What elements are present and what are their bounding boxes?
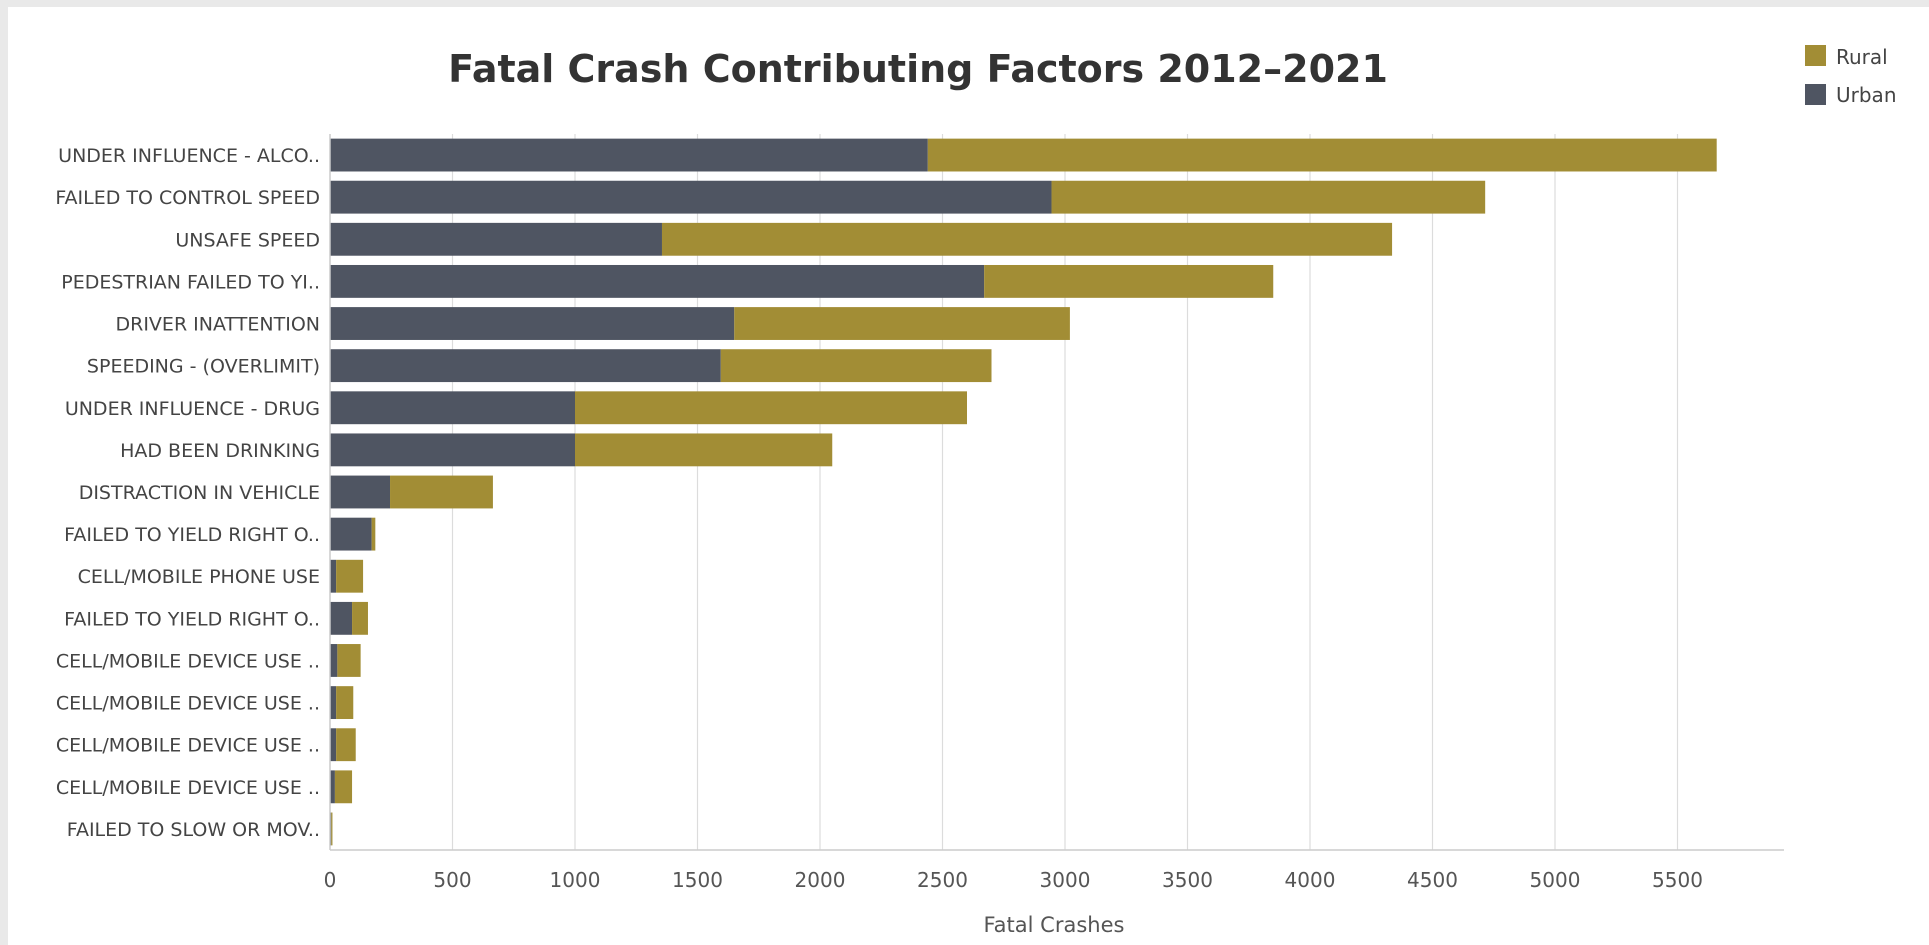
bar-rural[interactable] [336,559,364,593]
bar-rural[interactable] [575,433,833,467]
x-tick-label: 1500 [672,868,723,892]
category-label: UNDER INFLUENCE - ALCO.. [58,145,320,167]
bar-rural[interactable] [390,475,493,509]
bar-urban[interactable] [330,686,337,720]
bar-rural[interactable] [984,264,1274,298]
bar-rural[interactable] [371,517,376,551]
x-tick-label: 4000 [1285,868,1336,892]
bar-urban[interactable] [330,138,928,172]
bar-rural[interactable] [661,222,1393,256]
bar-rural[interactable] [336,728,356,762]
bar-urban[interactable] [330,264,985,298]
legend[interactable]: Rural Urban [1805,45,1897,107]
chart-title: Fatal Crash Contributing Factors 2012–20… [448,47,1388,91]
category-label: CELL/MOBILE DEVICE USE .. [56,693,320,715]
category-label: DRIVER INATTENTION [116,314,321,336]
legend-swatch-rural [1805,45,1826,66]
legend-label-urban: Urban [1836,83,1897,107]
category-label: SPEEDING - (OVERLIMIT) [87,356,320,378]
category-label: FAILED TO YIELD RIGHT O.. [64,524,320,546]
category-labels: UNDER INFLUENCE - ALCO.. FAILED TO CONTRO… [55,145,320,841]
x-tick-label: 5500 [1652,868,1703,892]
bar-urban[interactable] [330,433,575,467]
bar-rural[interactable] [1051,180,1486,214]
bar-rural[interactable] [336,686,354,720]
category-label: UNDER INFLUENCE - DRUG [65,398,320,420]
bar-urban[interactable] [330,349,721,383]
bar-urban[interactable] [330,601,353,635]
bar-rural[interactable] [331,812,333,846]
bar-urban[interactable] [330,391,575,425]
category-label: FAILED TO YIELD RIGHT O.. [64,608,320,630]
bar-urban[interactable] [330,644,338,677]
bar-rural[interactable] [720,349,992,383]
x-tick-label: 2000 [795,868,846,892]
x-tick-label: 3500 [1162,868,1213,892]
x-axis-title: Fatal Crashes [984,913,1125,937]
bars [330,138,1717,846]
x-tick-label: 5000 [1530,868,1581,892]
bar-rural[interactable] [352,601,368,635]
bar-rural[interactable] [337,644,361,677]
category-label: FAILED TO CONTROL SPEED [55,187,320,209]
category-label: DISTRACTION IN VEHICLE [79,482,320,504]
category-label: CELL/MOBILE PHONE USE [78,566,320,588]
category-label: CELL/MOBILE DEVICE USE .. [56,735,320,757]
x-tick-label: 0 [324,868,337,892]
bar-urban[interactable] [330,222,662,256]
legend-label-rural: Rural [1836,45,1888,69]
bar-urban[interactable] [330,770,335,804]
bar-rural[interactable] [927,138,1717,172]
x-tick-label: 500 [433,868,471,892]
legend-swatch-urban [1805,84,1826,105]
bar-urban[interactable] [330,517,372,551]
bar-rural[interactable] [575,391,967,425]
bar-rural[interactable] [734,307,1070,340]
bar-urban[interactable] [330,307,735,340]
x-tick-label: 3000 [1040,868,1091,892]
x-tick-label: 4500 [1407,868,1458,892]
chart-panel: Fatal Crash Contributing Factors 2012–20… [8,7,1929,945]
bar-urban[interactable] [330,475,391,509]
x-axis-ticks: 0 500 1000 1500 2000 2500 3000 3500 4000 4500 5000… [324,868,1703,892]
category-label: PEDESTRIAN FAILED TO YI.. [61,271,320,293]
category-label: CELL/MOBILE DEVICE USE .. [56,777,320,799]
x-tick-label: 2500 [917,868,968,892]
category-label: HAD BEEN DRINKING [120,440,320,462]
bar-urban[interactable] [330,559,337,593]
bar-rural[interactable] [334,770,353,804]
fatal-crash-chart: Fatal Crash Contributing Factors 2012–20… [55,45,1897,937]
category-label: UNSAFE SPEED [175,229,320,251]
bar-urban[interactable] [330,180,1052,214]
category-label: FAILED TO SLOW OR MOV.. [67,819,320,841]
category-label: CELL/MOBILE DEVICE USE .. [56,650,320,672]
bar-urban[interactable] [330,728,337,762]
x-tick-label: 1000 [550,868,601,892]
